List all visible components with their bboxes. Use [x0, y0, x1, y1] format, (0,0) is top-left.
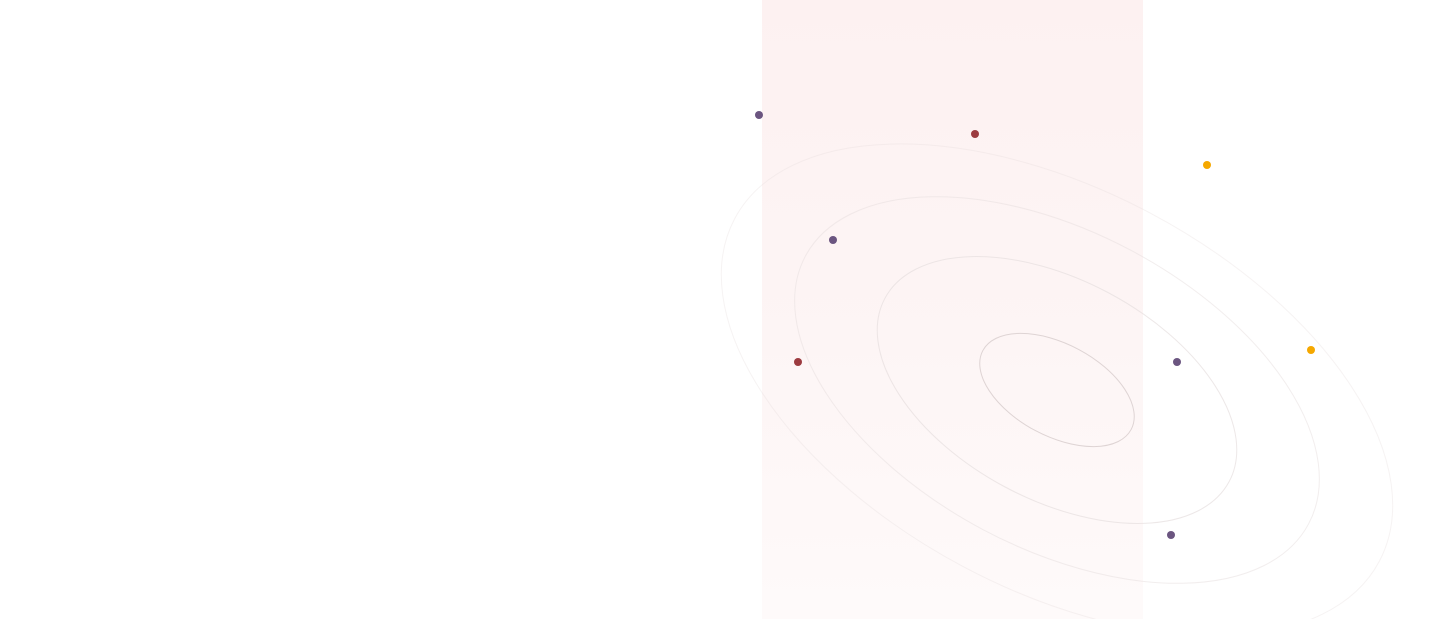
gold-dot-icon — [1203, 161, 1211, 169]
orbit-ring-inner — [979, 332, 1135, 448]
gold-dot-icon — [1307, 346, 1315, 354]
purple-dot-icon — [829, 236, 837, 244]
orbit-ring-large — [794, 196, 1320, 584]
dots-layer — [755, 111, 1315, 539]
orbit-ring-outer — [720, 143, 1394, 619]
orbit-ring-medium — [876, 256, 1238, 524]
purple-dot-icon — [755, 111, 763, 119]
purple-dot-icon — [1173, 358, 1181, 366]
red-dot-icon — [971, 130, 979, 138]
purple-dot-icon — [1167, 531, 1175, 539]
red-dot-icon — [794, 358, 802, 366]
